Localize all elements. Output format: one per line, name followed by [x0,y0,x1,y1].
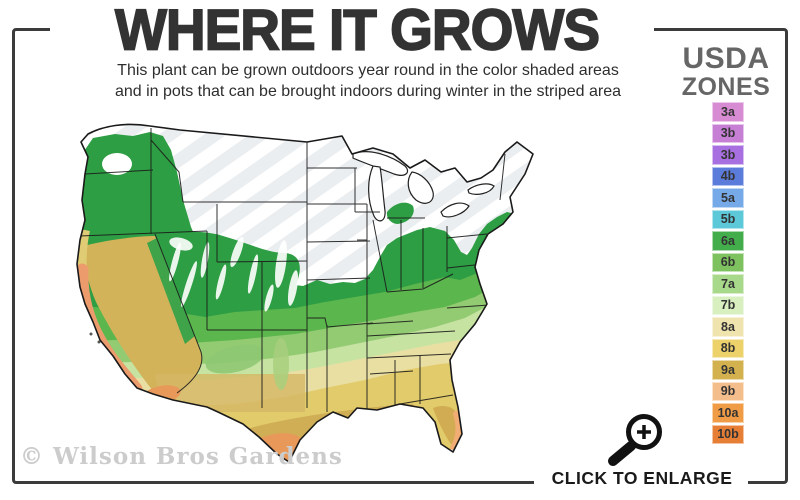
watermark: © Wilson Bros Gardens [20,443,343,470]
click-to-enlarge-button[interactable]: CLICK TO ENLARGE [551,468,733,488]
zone-chip-10b-15: 10b [712,424,744,444]
zone-chip-7a-8: 7a [712,274,744,294]
zone-chip-8a-10: 8a [712,317,744,337]
page-title: WHERE IT GROWS [114,0,601,63]
zone-chip-6b-7: 6b [712,252,744,272]
subtitle: This plant can be grown outdoors year ro… [48,60,688,102]
usda-heading-line-2: ZONES [681,73,771,101]
us-zone-map[interactable] [55,112,547,478]
zone-chip-3b-1: 3b [712,123,744,143]
zone-chip-5b-5: 5b [712,209,744,229]
zone-chip-9a-12: 9a [712,360,744,380]
subtitle-line-2: and in pots that can be brought indoors … [114,83,622,100]
zone-chip-6a-6: 6a [712,231,744,251]
frame-gap-top [50,25,654,34]
zone-chip-8b-11: 8b [712,338,744,358]
zone-chip-9b-13: 9b [712,381,744,401]
magnifier-plus-icon[interactable] [600,408,675,470]
zone-legend: 3a 3b 3b 4b 5a 5b 6a 6b 7a 7b 8a 8b 9a 9b 10a 10b [712,102,744,446]
usda-heading-line-1: USDA [682,42,770,75]
zone-chip-10a-14: 10a [712,403,744,423]
zone-chip-7b-9: 7b [712,295,744,315]
zone-chip-3a-0: 3a [712,102,744,122]
usda-zones-heading: USDA ZONES [670,42,782,101]
zone-chip-3b-2: 3b [712,145,744,165]
frame-gap-bottom [534,478,748,487]
zone-chip-5a-4: 5a [712,188,744,208]
subtitle-line-1: This plant can be grown outdoors year ro… [117,62,619,79]
zone-chip-4b-3: 4b [712,166,744,186]
